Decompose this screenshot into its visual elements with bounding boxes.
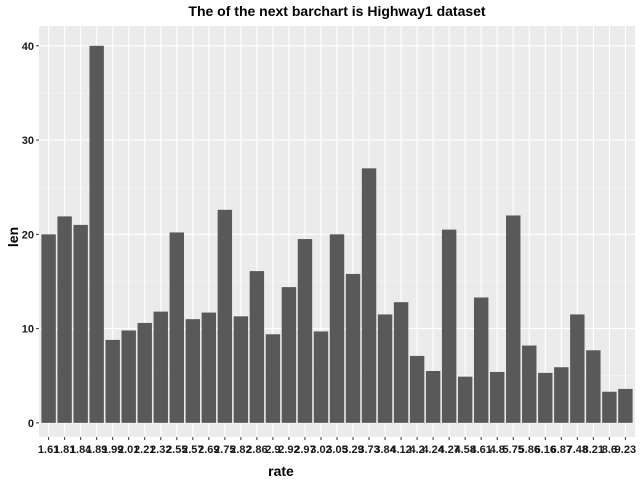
x-tick-label: 1.89 (86, 444, 107, 456)
x-tick-label: 8.6 (602, 444, 617, 456)
bar (169, 232, 184, 423)
bar (89, 45, 104, 423)
x-tick-label: 2.97 (294, 444, 315, 456)
y-tick-label: 10 (22, 324, 34, 336)
x-tick-label: 1.99 (102, 444, 123, 456)
y-axis-title: len (5, 227, 21, 247)
x-tick-label: 8.21 (583, 444, 604, 456)
bar (137, 322, 152, 423)
y-tick-label: 0 (28, 418, 34, 430)
x-tick-label: 3.29 (342, 444, 363, 456)
bars (41, 45, 633, 423)
y-tick-label: 30 (22, 135, 34, 147)
bar (281, 287, 297, 423)
x-tick-label: 2.9 (265, 444, 280, 456)
bar (233, 316, 249, 423)
bar (570, 314, 585, 423)
bar (473, 297, 489, 423)
x-tick-label: 4.8 (490, 444, 505, 456)
bar (361, 168, 377, 423)
x-tick-label: 5.75 (503, 444, 524, 456)
x-tick-label: 2.75 (214, 444, 235, 456)
x-tick-label: 4.24 (422, 444, 444, 456)
x-tick-label: 3.02 (310, 444, 331, 456)
x-tick-label: 2.69 (198, 444, 219, 456)
x-tick-label: 7.48 (567, 444, 588, 456)
bar (409, 355, 425, 423)
bar (153, 311, 168, 423)
x-tick-label: 2.92 (278, 444, 299, 456)
bar (121, 330, 136, 423)
bar (602, 391, 617, 423)
bar (57, 216, 72, 423)
bar (265, 334, 281, 423)
bar (249, 271, 265, 423)
bar (441, 229, 457, 423)
x-tick-label: 1.84 (70, 444, 92, 456)
bar (313, 331, 329, 423)
bar (41, 234, 56, 423)
y-tick-label: 40 (22, 41, 34, 53)
x-tick-label: 4.61 (470, 444, 491, 456)
x-tick-label: 1.81 (54, 444, 75, 456)
x-tick-label: 5.86 (519, 444, 540, 456)
bar (217, 209, 233, 423)
x-tick-label: 2.82 (230, 444, 251, 456)
x-tick-label: 1.61 (38, 444, 59, 456)
bar (105, 339, 120, 423)
bar (425, 371, 441, 423)
bar (457, 376, 473, 423)
bar (329, 234, 345, 423)
chart-title: The of the next barchart is Highway1 dat… (188, 3, 486, 19)
bar (297, 239, 313, 423)
x-tick-label: 2.32 (150, 444, 171, 456)
x-tick-label: 2.86 (246, 444, 267, 456)
bar (345, 273, 361, 423)
bar (618, 388, 633, 423)
x-tick-label: 4.12 (390, 444, 411, 456)
bar (73, 224, 88, 423)
x-axis: 1.611.811.841.891.992.012.212.322.552.57… (38, 437, 636, 456)
bar (522, 345, 537, 423)
bar (490, 371, 505, 423)
x-tick-label: 6.16 (535, 444, 556, 456)
x-tick-label: 3.73 (358, 444, 379, 456)
x-tick-label: 2.57 (182, 444, 203, 456)
y-tick-label: 20 (22, 229, 34, 241)
bar (538, 372, 553, 423)
x-tick-label: 4.2 (409, 444, 424, 456)
bar (185, 319, 201, 423)
x-tick-label: 2.55 (166, 444, 187, 456)
x-tick-label: 4.27 (438, 444, 459, 456)
bar (201, 312, 217, 423)
bar (554, 367, 569, 423)
x-tick-label: 2.21 (134, 444, 155, 456)
x-axis-title: rate (268, 463, 294, 479)
x-tick-label: 9.23 (615, 444, 636, 456)
bar (377, 314, 393, 423)
x-tick-label: 2.01 (118, 444, 139, 456)
x-tick-label: 3.05 (326, 444, 347, 456)
bar (393, 302, 409, 423)
bar (506, 215, 521, 423)
y-axis: 0 10 20 30 40 (22, 41, 39, 430)
x-tick-label: 6.87 (551, 444, 572, 456)
x-tick-label: 4.58 (454, 444, 475, 456)
x-tick-label: 3.84 (374, 444, 396, 456)
bar (586, 350, 601, 423)
